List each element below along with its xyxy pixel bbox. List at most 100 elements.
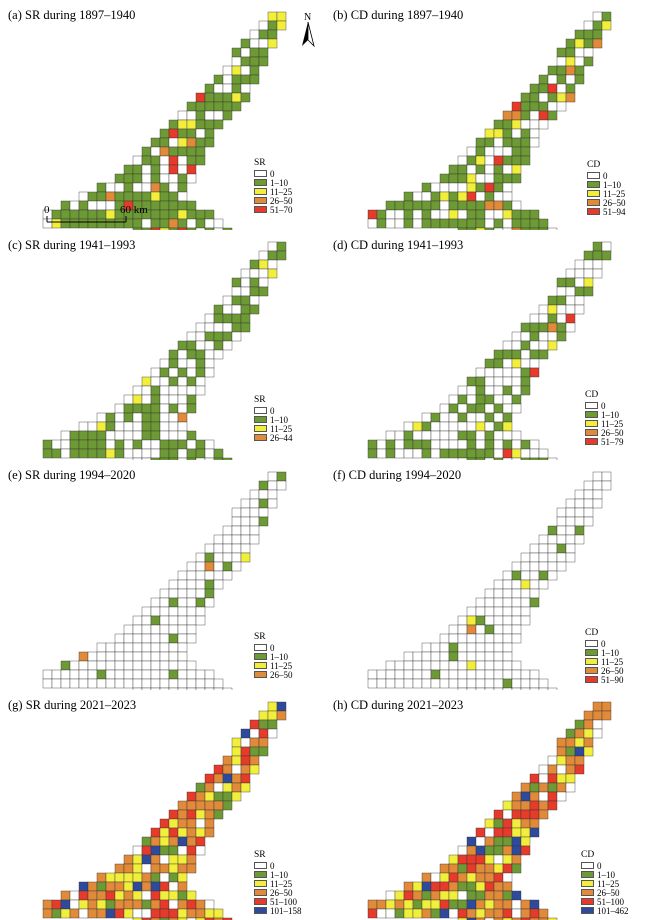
grid-cell: [222, 304, 233, 315]
grid-cell: [258, 710, 269, 721]
grid-cell: [538, 678, 549, 689]
grid-cell: [186, 836, 197, 847]
grid-cell: [493, 421, 504, 432]
grid-cell: [267, 259, 278, 270]
legend-label: 26–50: [270, 669, 293, 680]
grid-cell: [421, 899, 432, 910]
grid-cell: [574, 259, 585, 270]
grid-cell: [601, 701, 612, 712]
grid-cell: [231, 782, 242, 793]
grid-cell: [168, 376, 179, 387]
grid-cell: [511, 110, 522, 121]
grid-cell: [222, 110, 233, 121]
grid-cell: [511, 155, 522, 166]
grid-cell: [141, 182, 152, 193]
grid-cell: [475, 660, 486, 671]
grid-cell: [538, 552, 549, 563]
grid-cell: [132, 917, 143, 920]
grid-cell: [177, 218, 188, 229]
scale-end: 60 km: [120, 204, 148, 216]
grid-cell: [385, 218, 396, 229]
grid-cell: [123, 173, 134, 184]
grid-cell: [448, 191, 459, 202]
grid-cell: [69, 448, 80, 459]
grid-cell: [42, 908, 53, 919]
grid-cell: [565, 764, 576, 775]
grid-cell: [258, 737, 269, 748]
grid-cell: [484, 899, 495, 910]
grid-cell: [123, 899, 134, 910]
grid-cell: [538, 561, 549, 572]
legend-swatch: [587, 208, 600, 215]
grid-cell: [403, 660, 414, 671]
grid-cell: [60, 200, 71, 211]
grid-cell: [96, 439, 107, 450]
grid-cell: [195, 322, 206, 333]
grid-cell: [502, 651, 513, 662]
grid-cell: [78, 421, 89, 432]
grid-cell: [412, 899, 423, 910]
grid-cell: [222, 534, 233, 545]
grid-cell: [177, 421, 188, 432]
grid-cell: [249, 755, 260, 766]
grid-cell: [457, 394, 468, 405]
grid-cell: [168, 854, 179, 865]
grid-cell: [141, 412, 152, 423]
grid-cell: [177, 687, 188, 690]
grid-cell: [502, 881, 513, 892]
grid-cell: [502, 340, 513, 351]
grid-cell: [204, 552, 215, 563]
grid-cell: [168, 128, 179, 139]
grid-cell: [421, 872, 432, 883]
grid-cell: [412, 678, 423, 689]
grid-cell: [240, 728, 251, 739]
legend-item: 0: [254, 861, 302, 871]
grid-cell: [168, 660, 179, 671]
grid-cell: [466, 633, 477, 644]
grid-cell: [493, 687, 504, 690]
legend-item: 0: [254, 406, 293, 416]
grid-cell: [159, 200, 170, 211]
grid-cell: [583, 480, 594, 491]
grid-cell: [105, 660, 116, 671]
grid-cell: [529, 83, 540, 94]
panel-title: (f) CD during 1994–2020: [333, 468, 462, 482]
grid-cell: [168, 651, 179, 662]
grid-cell: [520, 146, 531, 157]
grid-cell: [105, 448, 116, 459]
legend-title: CD: [587, 160, 601, 170]
grid-cell: [601, 710, 612, 721]
grid-cell: [141, 421, 152, 432]
grid-cell: [150, 412, 161, 423]
grid-cell: [565, 74, 576, 85]
legend-swatch: [585, 438, 598, 445]
grid-cell: [493, 615, 504, 626]
grid-cell: [231, 561, 242, 572]
grid-cell: [222, 92, 233, 103]
grid-cell: [78, 660, 89, 671]
grid-cell: [403, 881, 414, 892]
grid-cell: [475, 376, 486, 387]
grid-cell: [186, 358, 197, 369]
grid-cell: [195, 110, 206, 121]
grid-cell: [502, 845, 513, 856]
grid-cell: [448, 624, 459, 635]
grid-cell: [141, 191, 152, 202]
grid-cell: [231, 552, 242, 563]
grid-cell: [141, 457, 152, 460]
grid-cell: [213, 543, 224, 554]
grid-cell: [105, 678, 116, 689]
grid-cell: [403, 430, 414, 441]
grid-cell: [430, 881, 441, 892]
grid-cell: [141, 872, 152, 883]
grid-cell: [484, 439, 495, 450]
grid-cell: [222, 74, 233, 85]
grid-cell: [258, 250, 269, 261]
grid-cell: [430, 678, 441, 689]
grid-cell: [574, 74, 585, 85]
grid-cell: [511, 570, 522, 581]
grid-cell: [141, 376, 152, 387]
panel-b: (b) CD during 1897–1940 CD 0 1–10 11–25 …: [325, 0, 650, 230]
grid-cell: [592, 471, 603, 482]
legend-label: 1–10: [597, 869, 615, 880]
